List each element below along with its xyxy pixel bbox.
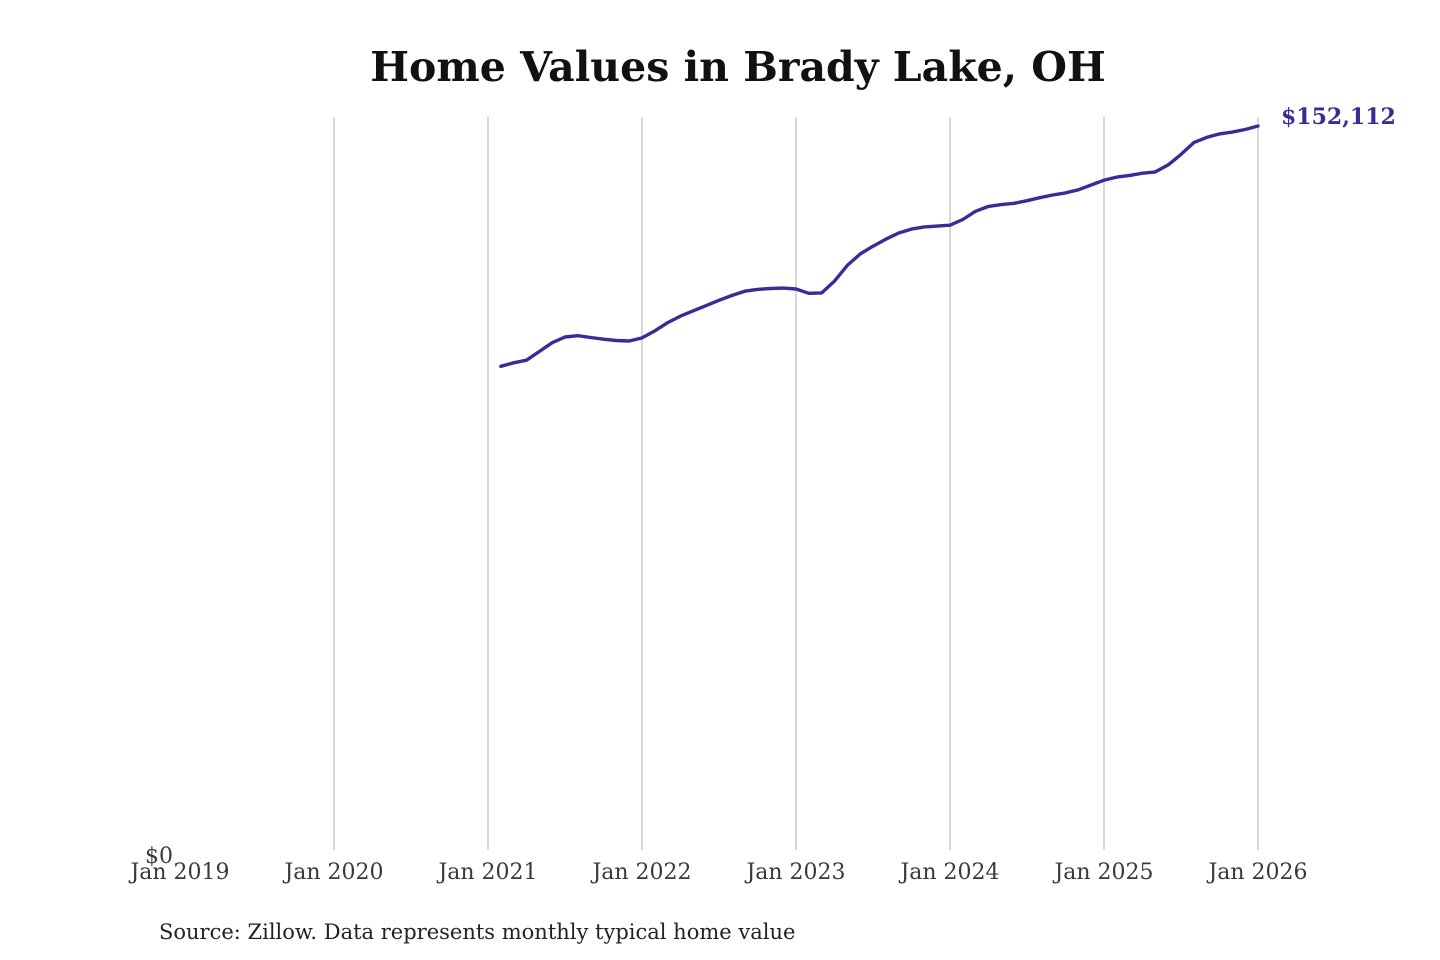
x-axis-ticks: Jan 2019 Jan 2020 Jan 2021 Jan 2022 Jan 2023… [128,860,1307,885]
x-tick-label: Jan 2019 [128,860,229,885]
x-tick-label: Jan 2021 [436,860,537,885]
x-tick-label: Jan 2025 [1052,860,1153,885]
gridlines [333,117,1259,850]
series-layer [499,124,1260,368]
x-tick-label: Jan 2020 [282,860,383,885]
x-tick-label: Jan 2023 [744,860,845,885]
x-tick-label: Jan 2024 [898,860,999,885]
source-note: Source: Zillow. Data represents monthly … [159,920,795,944]
chart-title: Home Values in Brady Lake, OH [370,43,1105,91]
latest-value-label: $152,112 [1281,104,1396,130]
x-tick-label: Jan 2022 [590,860,691,885]
x-tick-label: Jan 2026 [1206,860,1307,885]
y-axis-min-label: $0 [145,844,173,869]
series-line [499,124,1260,368]
